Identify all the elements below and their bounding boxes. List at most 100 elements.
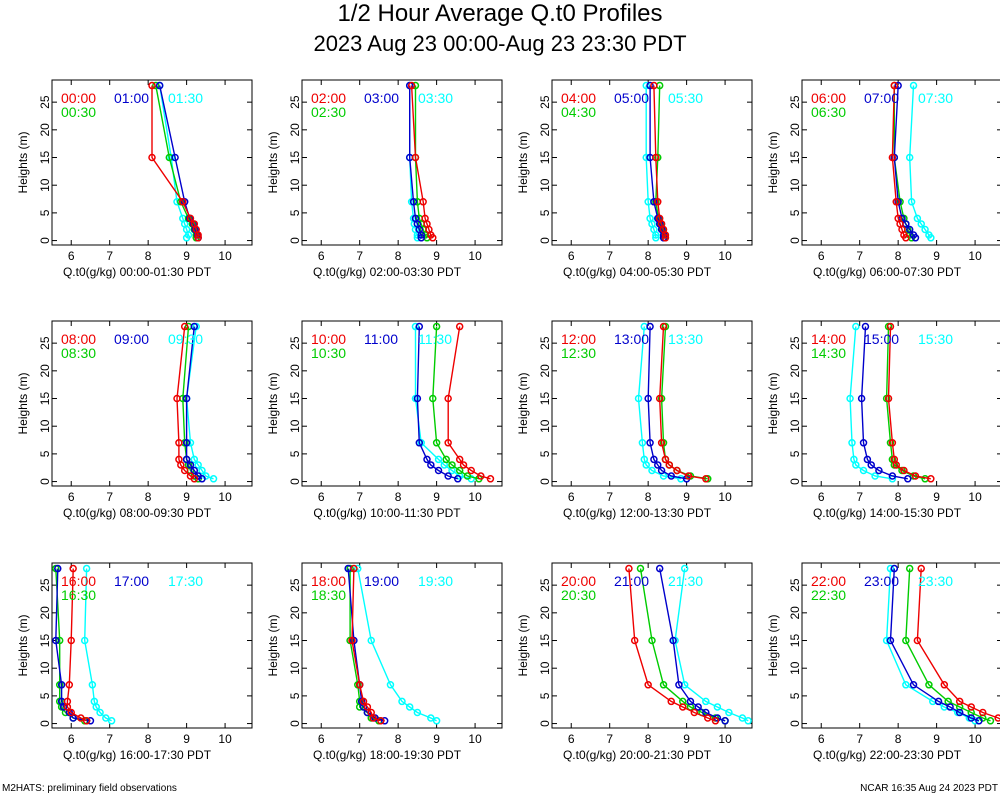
x-tick-label: 6 (568, 490, 575, 504)
data-point (630, 636, 639, 645)
data-point (886, 636, 895, 645)
legend-label: 12:00 (561, 331, 596, 347)
y-axis-label: Heights (m) (266, 372, 280, 434)
x-tick-label: 10 (718, 490, 732, 504)
data-point (665, 461, 674, 469)
data-point (175, 455, 183, 464)
data-point (417, 234, 425, 242)
data-point (363, 703, 372, 711)
data-point (994, 714, 1000, 722)
x-tick-label: 8 (645, 732, 652, 746)
legend-label: 15:00 (864, 331, 899, 347)
data-point (646, 214, 654, 223)
y-tick-label: 5 (538, 209, 552, 216)
x-tick-label: 10 (468, 490, 482, 504)
legend-label: 09:30 (168, 331, 203, 347)
data-point (859, 439, 868, 447)
data-point (909, 681, 918, 689)
data-point (182, 439, 191, 447)
x-tick-label: 8 (145, 249, 152, 263)
plot-frame (51, 320, 253, 487)
data-point (848, 439, 856, 447)
data-point (686, 697, 695, 706)
x-tick-label: 10 (718, 732, 732, 746)
y-tick-label: 10 (38, 661, 52, 675)
data-point (625, 564, 633, 573)
plot-data (625, 564, 752, 725)
data-point (434, 455, 443, 464)
data-point (194, 461, 202, 469)
data-point (398, 697, 406, 706)
data-point (907, 198, 916, 206)
data-point (925, 231, 933, 239)
data-point (659, 681, 668, 689)
x-tick-label: 6 (568, 732, 575, 746)
data-point (646, 81, 654, 90)
chart-subtitle: 2023 Aug 23 00:00-Aug 23 23:30 PDT (313, 31, 687, 56)
x-tick-label: 8 (895, 732, 902, 746)
legend-label: 21:30 (668, 573, 703, 589)
data-point (367, 636, 375, 645)
legend-label: 22:30 (811, 587, 846, 603)
data-point (711, 717, 720, 725)
y-tick-label: 5 (788, 209, 802, 216)
x-tick-label: 10 (468, 249, 482, 263)
data-point (54, 564, 62, 573)
data-point (925, 681, 933, 689)
data-point (927, 475, 935, 483)
data-point (477, 472, 485, 480)
data-point (190, 322, 199, 331)
data-point (888, 472, 897, 480)
data-point (921, 225, 929, 234)
x-tick-label: 7 (356, 249, 363, 263)
data-point (886, 564, 895, 573)
panel-4: 6 7 8 9 10 0 5 10 15 20 25 Heights (m) Q.t0(g/kg) 06… (766, 79, 1000, 279)
data-point (661, 455, 670, 464)
data-point (190, 466, 199, 475)
legend-label: 05:30 (668, 90, 703, 106)
legend-label: 04:00 (561, 90, 596, 106)
data-point (411, 214, 420, 223)
data-point (654, 198, 662, 206)
y-axis-label: Heights (m) (766, 372, 780, 434)
data-point (413, 394, 422, 403)
panel-3: 6 7 8 9 10 0 5 10 15 20 25 Heights (m) Q.t0(g/kg) 04… (516, 79, 753, 279)
y-tick-label: 20 (288, 606, 302, 620)
data-point (655, 394, 664, 403)
data-point (198, 466, 206, 475)
data-point (640, 455, 649, 464)
data-point (444, 472, 452, 480)
data-point (680, 564, 689, 573)
footer-note: M2HATS: preliminary field observations (2, 783, 177, 794)
data-point (421, 214, 429, 223)
y-axis-label: Heights (m) (16, 372, 30, 434)
data-point (913, 214, 922, 223)
data-point (367, 708, 375, 717)
legend-label: 02:00 (311, 90, 346, 106)
x-axis-label: Q.t0(g/kg) 20:00-21:30 PDT (563, 748, 712, 762)
data-point (102, 714, 110, 722)
x-tick-label: 9 (433, 732, 440, 746)
x-axis-label: Q.t0(g/kg) 22:00-23:30 PDT (813, 748, 962, 762)
chart-title: 1/2 Hour Average Q.t0 Profiles (337, 0, 663, 27)
y-tick-label: 25 (288, 336, 302, 350)
data-point (148, 81, 156, 90)
y-tick-label: 5 (538, 450, 552, 457)
data-point (409, 198, 418, 206)
y-tick-label: 10 (538, 178, 552, 192)
data-point (673, 466, 681, 475)
y-tick-label: 15 (288, 151, 302, 165)
y-tick-label: 5 (538, 692, 552, 699)
y-tick-label: 0 (788, 237, 802, 244)
data-point (934, 697, 943, 706)
y-tick-label: 25 (538, 336, 552, 350)
data-point (380, 717, 389, 725)
y-axis-label: Heights (m) (766, 131, 780, 193)
data-point (642, 153, 650, 162)
data-point (427, 714, 435, 722)
plot-frame (551, 79, 753, 246)
x-tick-label: 6 (318, 732, 325, 746)
data-point (448, 461, 456, 469)
x-tick-label: 9 (933, 490, 940, 504)
plot-data (148, 81, 202, 242)
